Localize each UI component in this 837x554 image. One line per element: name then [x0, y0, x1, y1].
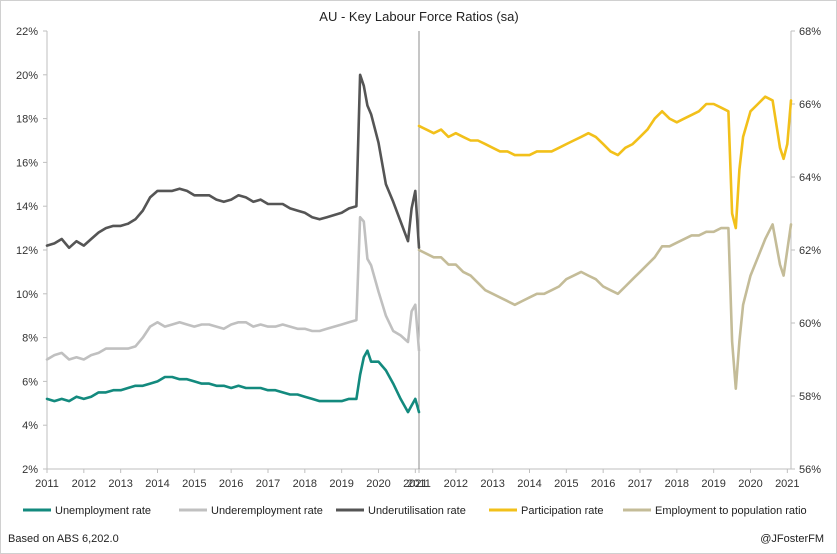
- left-x-tick-label: 2018: [293, 478, 317, 490]
- left-y-tick-label: 4%: [22, 420, 38, 432]
- right-x-tick-label: 2012: [444, 478, 468, 490]
- legend-label-participation-rate: Participation rate: [521, 505, 604, 517]
- right-x-tick-label: 2014: [517, 478, 541, 490]
- right-x-tick-label: 2021: [775, 478, 799, 490]
- right-x-tick-label: 2020: [738, 478, 762, 490]
- left-y-tick-label: 22%: [16, 26, 38, 38]
- right-y-tick-label: 58%: [799, 391, 821, 403]
- left-y-tick-label: 16%: [16, 157, 38, 169]
- underutilisation-rate-line: [45, 73, 421, 250]
- right-y-tick-label: 56%: [799, 464, 821, 476]
- right-x-tick-label: 2016: [591, 478, 615, 490]
- right-y-tick-label: 62%: [799, 245, 821, 257]
- legend-label-underemployment-rate: Underemployment rate: [211, 505, 323, 517]
- right-x-tick-label: 2018: [665, 478, 689, 490]
- left-x-tick-label: 2014: [145, 478, 169, 490]
- left-x-tick-label: 2013: [108, 478, 132, 490]
- employment-to-population-ratio-line: [417, 223, 793, 391]
- left-x-tick-label: 2012: [72, 478, 96, 490]
- right-x-tick-label: 2017: [628, 478, 652, 490]
- legend-label-employment-to-population-ratio: Employment to population ratio: [655, 505, 807, 517]
- left-y-tick-label: 14%: [16, 201, 38, 213]
- left-x-tick-label: 2011: [35, 478, 59, 490]
- right-y-tick-label: 64%: [799, 172, 821, 184]
- right-y-tick-label: 60%: [799, 318, 821, 330]
- left-x-tick-label: 2016: [219, 478, 243, 490]
- left-y-tick-label: 20%: [16, 70, 38, 82]
- legend-label-underutilisation-rate: Underutilisation rate: [368, 505, 466, 517]
- unemployment-rate-line: [45, 349, 421, 414]
- left-y-tick-label: 18%: [16, 114, 38, 126]
- left-y-tick-label: 6%: [22, 376, 38, 388]
- source-note: Based on ABS 6,202.0: [8, 533, 119, 545]
- right-x-tick-label: 2013: [480, 478, 504, 490]
- legend-label-unemployment-rate: Unemployment rate: [55, 505, 151, 517]
- right-x-tick-label: 2019: [701, 478, 725, 490]
- left-y-tick-label: 2%: [22, 464, 38, 476]
- left-x-tick-label: 2021: [403, 478, 427, 490]
- participation-rate-line: [417, 95, 793, 230]
- right-x-tick-label: 2011: [407, 478, 431, 490]
- credit-label: @JFosterFM: [760, 533, 824, 545]
- left-y-tick-label: 8%: [22, 333, 38, 345]
- left-x-tick-label: 2020: [366, 478, 390, 490]
- underemployment-rate-line: [45, 215, 421, 361]
- left-y-tick-label: 10%: [16, 289, 38, 301]
- left-x-tick-label: 2015: [182, 478, 206, 490]
- chart-title: AU - Key Labour Force Ratios (sa): [319, 9, 518, 24]
- left-x-tick-label: 2017: [256, 478, 280, 490]
- right-x-tick-label: 2015: [554, 478, 578, 490]
- left-x-tick-label: 2019: [329, 478, 353, 490]
- right-y-tick-label: 66%: [799, 99, 821, 111]
- right-y-tick-label: 68%: [799, 26, 821, 38]
- left-y-tick-label: 12%: [16, 245, 38, 257]
